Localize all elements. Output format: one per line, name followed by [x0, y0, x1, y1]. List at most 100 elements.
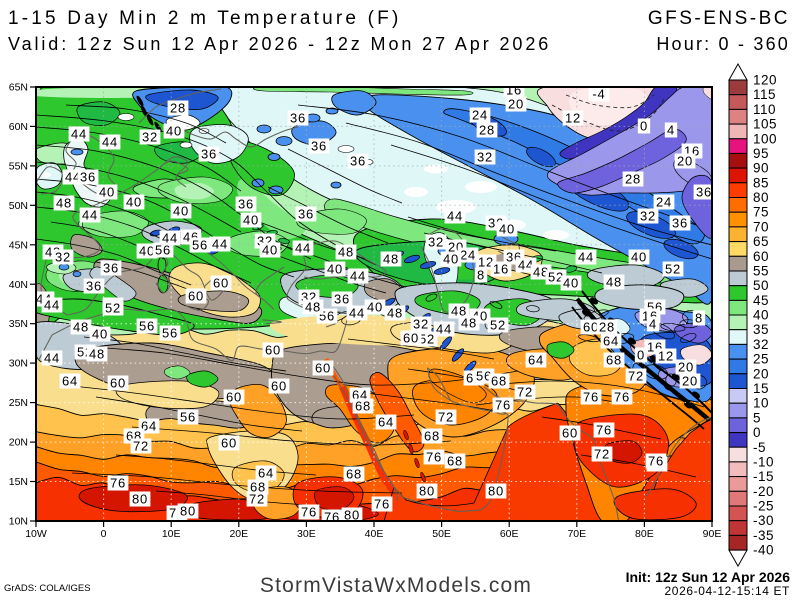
svg-text:32: 32 [142, 130, 158, 145]
svg-text:28: 28 [479, 123, 495, 138]
svg-text:36: 36 [86, 279, 102, 294]
svg-text:36: 36 [311, 139, 327, 154]
svg-text:72: 72 [517, 385, 533, 400]
svg-text:40: 40 [243, 213, 259, 228]
svg-text:10E: 10E [162, 528, 181, 540]
svg-text:-15: -15 [753, 469, 774, 484]
svg-text:32: 32 [413, 317, 429, 332]
svg-text:16: 16 [493, 262, 509, 277]
svg-text:44: 44 [447, 209, 463, 224]
svg-text:68: 68 [424, 429, 440, 444]
svg-text:40: 40 [443, 252, 459, 267]
svg-text:28: 28 [625, 172, 641, 187]
svg-text:48: 48 [338, 245, 354, 260]
svg-text:64: 64 [62, 374, 78, 389]
svg-text:65: 65 [753, 234, 769, 249]
svg-text:Init: 12z Sun 12 Apr 2026: Init: 12z Sun 12 Apr 2026 [626, 569, 791, 585]
svg-text:52: 52 [419, 332, 435, 347]
svg-text:44: 44 [212, 237, 228, 252]
svg-text:50: 50 [753, 278, 769, 293]
svg-text:20: 20 [508, 97, 524, 112]
svg-text:68: 68 [606, 353, 622, 368]
svg-text:60: 60 [315, 361, 331, 376]
svg-text:GFS-ENS-BC: GFS-ENS-BC [648, 8, 790, 29]
svg-text:56: 56 [192, 238, 208, 253]
svg-text:28: 28 [599, 320, 615, 335]
svg-text:105: 105 [753, 117, 777, 132]
svg-text:36: 36 [334, 292, 350, 307]
svg-text:56: 56 [162, 326, 178, 341]
svg-text:44: 44 [518, 258, 534, 273]
svg-text:StormVistaWxModels.com: StormVistaWxModels.com [260, 574, 532, 597]
svg-text:25: 25 [753, 352, 769, 367]
svg-text:76: 76 [301, 505, 317, 520]
svg-text:-40: -40 [753, 543, 774, 558]
svg-text:32: 32 [753, 337, 769, 352]
svg-text:64: 64 [141, 419, 157, 434]
svg-text:60: 60 [403, 331, 419, 346]
svg-text:55N: 55N [9, 160, 28, 172]
svg-text:85: 85 [753, 175, 769, 190]
svg-text:48: 48 [606, 275, 622, 290]
svg-text:80: 80 [753, 190, 769, 205]
svg-text:48: 48 [533, 265, 549, 280]
svg-text:76: 76 [583, 390, 599, 405]
svg-text:44: 44 [65, 170, 81, 185]
svg-text:76: 76 [110, 476, 126, 491]
svg-text:76: 76 [614, 390, 630, 405]
svg-text:76: 76 [495, 398, 511, 413]
svg-text:55: 55 [753, 264, 769, 279]
svg-text:Hour: 0 - 360: Hour: 0 - 360 [656, 34, 790, 54]
svg-text:44: 44 [71, 127, 87, 142]
svg-text:-35: -35 [753, 528, 774, 543]
svg-text:76: 76 [648, 454, 664, 469]
svg-text:60: 60 [583, 320, 599, 335]
svg-text:44: 44 [44, 298, 60, 313]
svg-text:80: 80 [180, 504, 196, 519]
svg-text:64: 64 [528, 353, 544, 368]
svg-text:48: 48 [89, 347, 105, 362]
svg-text:Valid: 12z Sun 12 Apr 2026 - 1: Valid: 12z Sun 12 Apr 2026 - 12z Mon 27 … [8, 34, 551, 54]
svg-text:-10: -10 [753, 454, 774, 469]
svg-text:44: 44 [44, 351, 60, 366]
svg-text:50E: 50E [432, 528, 451, 540]
svg-text:36: 36 [201, 147, 217, 162]
svg-text:75: 75 [753, 205, 769, 220]
svg-text:1-15 Day Min 2 m Temperature (: 1-15 Day Min 2 m Temperature (F) [8, 8, 401, 29]
svg-text:40: 40 [173, 204, 189, 219]
svg-text:10: 10 [753, 396, 769, 411]
svg-text:36: 36 [238, 197, 254, 212]
svg-text:36: 36 [298, 207, 314, 222]
svg-text:68: 68 [491, 374, 507, 389]
svg-text:32: 32 [55, 250, 71, 265]
svg-text:80: 80 [419, 484, 435, 499]
svg-text:60: 60 [110, 376, 126, 391]
svg-text:5: 5 [753, 410, 761, 425]
svg-text:12: 12 [565, 111, 581, 126]
svg-text:44: 44 [349, 306, 365, 321]
svg-text:40: 40 [631, 250, 647, 265]
svg-text:68: 68 [447, 454, 463, 469]
svg-text:52: 52 [490, 318, 506, 333]
svg-text:12: 12 [478, 255, 494, 270]
svg-text:90: 90 [753, 161, 769, 176]
svg-text:40E: 40E [365, 528, 384, 540]
svg-text:15N: 15N [9, 476, 28, 488]
svg-text:20: 20 [682, 374, 698, 389]
svg-text:30E: 30E [297, 528, 316, 540]
svg-text:60N: 60N [9, 121, 28, 133]
svg-text:30N: 30N [9, 358, 28, 370]
svg-text:35: 35 [753, 322, 769, 337]
svg-text:70: 70 [753, 219, 769, 234]
svg-text:0: 0 [640, 119, 648, 134]
svg-text:44: 44 [162, 231, 178, 246]
svg-text:10N: 10N [9, 516, 28, 528]
svg-text:32: 32 [477, 150, 493, 165]
svg-text:48: 48 [451, 304, 467, 319]
svg-text:60: 60 [213, 276, 229, 291]
svg-text:0: 0 [753, 425, 761, 440]
svg-text:76: 76 [426, 450, 442, 465]
svg-text:76: 76 [374, 497, 390, 512]
svg-text:45: 45 [753, 293, 769, 308]
svg-text:72: 72 [628, 369, 644, 384]
